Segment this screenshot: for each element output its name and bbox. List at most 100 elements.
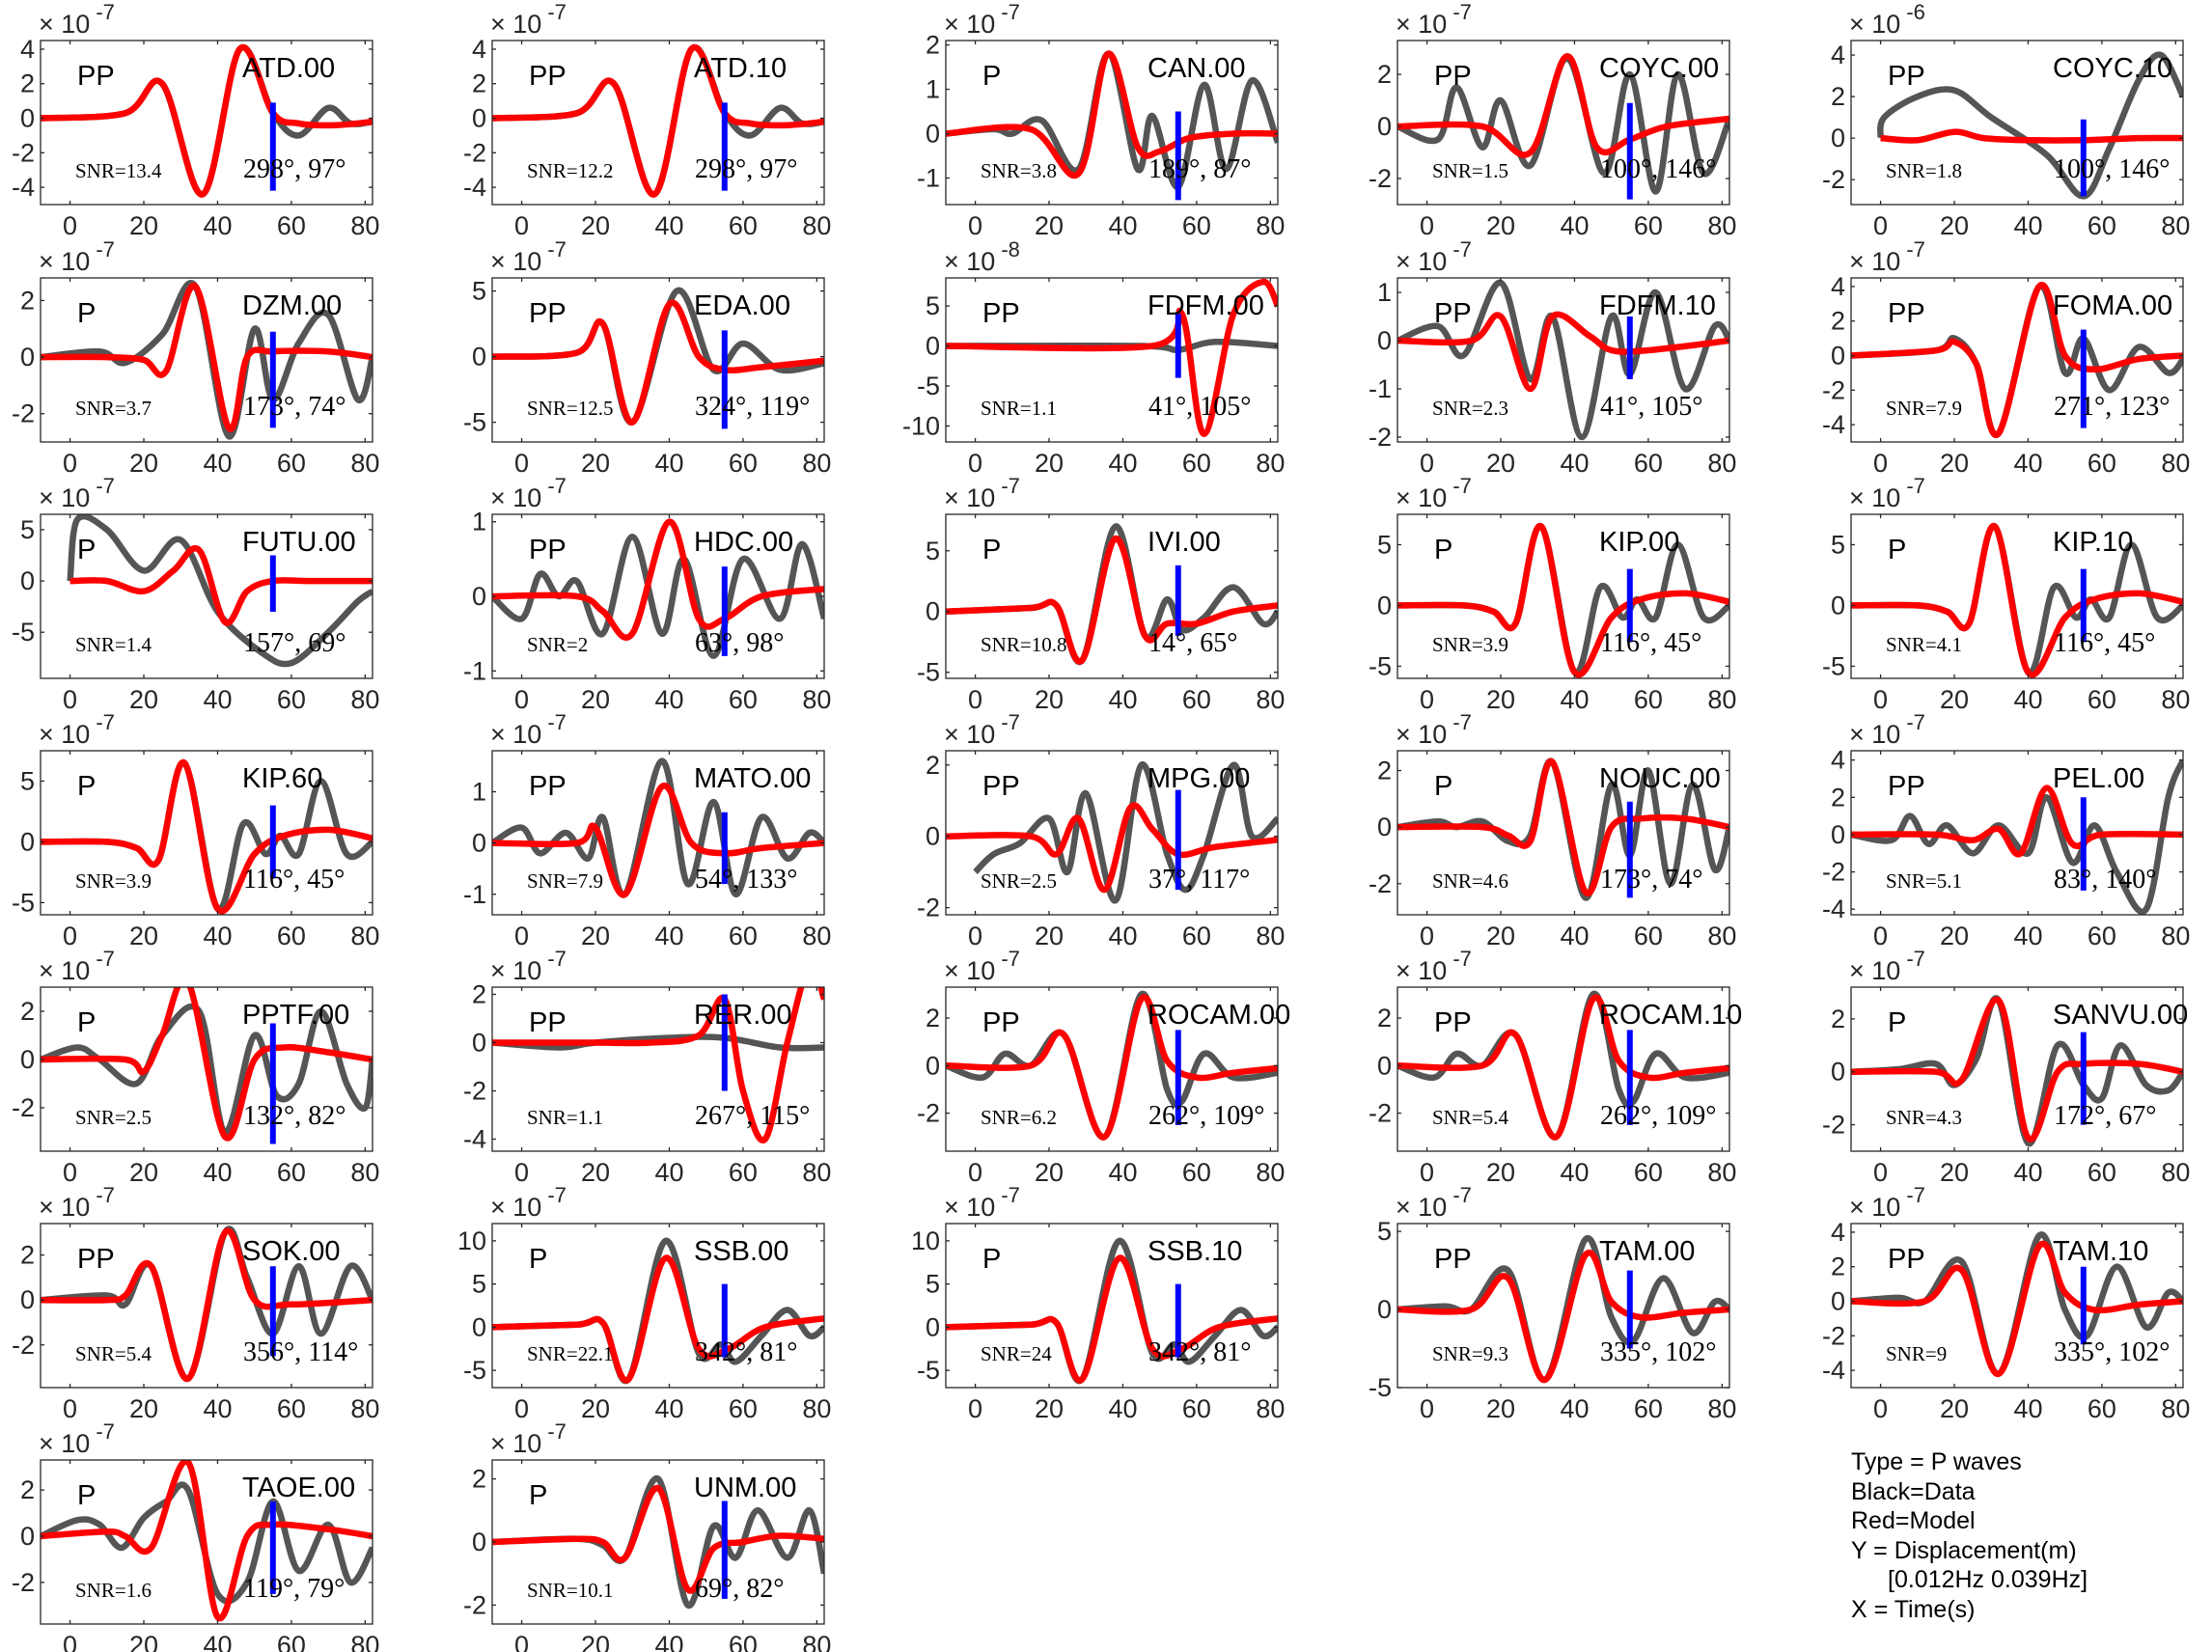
y-tick-label: 0 bbox=[472, 1029, 486, 1058]
x-tick-label: 20 bbox=[129, 1394, 158, 1423]
station-label: KIP.00 bbox=[1599, 527, 1679, 558]
angles-label: 116°, 45° bbox=[1600, 628, 1701, 658]
x-tick-label: 20 bbox=[1940, 1394, 1969, 1423]
exponent-label: × 10 -7 bbox=[490, 474, 567, 512]
y-tick-label: 2 bbox=[1831, 82, 1845, 111]
y-tick-label: -5 bbox=[12, 888, 35, 917]
x-tick-label: 80 bbox=[1707, 211, 1736, 240]
x-tick-label: 40 bbox=[654, 922, 683, 950]
y-tick-label: -4 bbox=[463, 173, 486, 202]
x-tick-label: 80 bbox=[1707, 1158, 1736, 1187]
y-tick-label: 2 bbox=[1831, 783, 1845, 812]
exponent-label: × 10 -7 bbox=[39, 947, 115, 985]
y-tick-label: -5 bbox=[463, 1356, 486, 1385]
y-tick-label: -5 bbox=[1369, 651, 1392, 680]
phase-label: P bbox=[1434, 535, 1452, 565]
x-tick-label: 80 bbox=[802, 922, 831, 950]
y-tick-label: 5 bbox=[1377, 1217, 1392, 1246]
axes-box bbox=[40, 1459, 373, 1625]
snr-label: SNR=2.5 bbox=[75, 1106, 152, 1129]
model-trace bbox=[69, 545, 373, 626]
phase-label: PP bbox=[1434, 298, 1472, 329]
x-tick-label: 80 bbox=[1707, 449, 1736, 478]
x-tick-label: 0 bbox=[514, 1394, 529, 1423]
angles-label: 63°, 98° bbox=[695, 628, 784, 658]
axes-box bbox=[1850, 986, 2184, 1152]
x-tick-label: 40 bbox=[654, 211, 683, 240]
panel-sanvu-00: 0 20 40 60 80 -2 0 2× 10 -7 P SANVU.00 SNR=4.3 172°,… bbox=[1822, 947, 2190, 1187]
snr-label: SNR=9.3 bbox=[1432, 1342, 1508, 1365]
x-tick-label: 80 bbox=[802, 211, 831, 240]
y-tick-label: -2 bbox=[12, 1568, 35, 1597]
phase-label: PP bbox=[1888, 61, 1925, 92]
axes-box bbox=[945, 277, 1279, 443]
x-tick-label: 80 bbox=[1256, 1158, 1285, 1187]
x-tick-label: 0 bbox=[63, 685, 77, 714]
exponent-label: × 10 -7 bbox=[490, 1183, 567, 1222]
station-label: DZM.00 bbox=[242, 290, 342, 321]
y-tick-label: -2 bbox=[1369, 1099, 1392, 1128]
panel-tam-00: 0 20 40 60 80 -5 0 5× 10 -7 PP TAM.00 SNR=9.3 335°, … bbox=[1369, 1183, 1736, 1423]
x-tick-label: 0 bbox=[968, 211, 982, 240]
y-tick-label: 0 bbox=[472, 343, 486, 372]
x-tick-label: 0 bbox=[63, 922, 77, 950]
phase-label: PP bbox=[1888, 1244, 1925, 1275]
x-tick-label: 20 bbox=[581, 211, 610, 240]
x-tick-label: 80 bbox=[2161, 685, 2190, 714]
exponent-power: -6 bbox=[1906, 0, 1925, 24]
exponent-power: -7 bbox=[1452, 474, 1472, 498]
y-tick-label: -4 bbox=[12, 173, 35, 202]
phase-label: PP bbox=[1434, 1007, 1472, 1038]
x-tick-label: 20 bbox=[1940, 685, 1969, 714]
x-tick-label: 60 bbox=[1634, 685, 1663, 714]
y-tick-label: 0 bbox=[472, 1528, 486, 1556]
y-tick-label: 0 bbox=[472, 829, 486, 858]
phase-label: PP bbox=[982, 298, 1020, 329]
snr-label: SNR=9 bbox=[1886, 1342, 1947, 1365]
angles-label: 335°, 102° bbox=[2054, 1337, 2170, 1367]
x-tick-label: 40 bbox=[1560, 211, 1589, 240]
station-label: SSB.00 bbox=[694, 1236, 788, 1267]
exponent-power: -7 bbox=[1452, 710, 1472, 734]
panel-kip-60: 0 20 40 60 80 -5 0 5× 10 -7 P KIP.60 SNR=3.9 116°, 4… bbox=[12, 710, 379, 950]
exponent-label: × 10 -7 bbox=[39, 710, 115, 749]
data-trace bbox=[492, 757, 824, 898]
model-trace bbox=[1851, 1240, 2183, 1377]
exponent-power: -7 bbox=[96, 1419, 115, 1444]
angles-label: 157°, 69° bbox=[243, 628, 346, 658]
angles-label: 100°, 146° bbox=[2054, 154, 2170, 184]
y-tick-label: 10 bbox=[457, 1226, 486, 1255]
y-tick-label: 4 bbox=[20, 35, 35, 64]
x-tick-label: 80 bbox=[1707, 1394, 1736, 1423]
data-trace bbox=[41, 1003, 373, 1136]
x-tick-label: 60 bbox=[729, 685, 758, 714]
phase-label: PP bbox=[1888, 771, 1925, 802]
x-tick-label: 20 bbox=[129, 1631, 158, 1652]
station-label: ATD.10 bbox=[694, 53, 787, 84]
legend-data: Black=Data bbox=[1851, 1477, 1976, 1505]
y-tick-label: 2 bbox=[1831, 307, 1845, 336]
station-label: CAN.00 bbox=[1147, 53, 1246, 84]
phase-label: PP bbox=[1434, 1244, 1472, 1275]
x-tick-label: 80 bbox=[2161, 922, 2190, 950]
exponent-power: -7 bbox=[547, 710, 567, 734]
exponent-base: × 10 bbox=[490, 247, 541, 276]
x-tick-label: 20 bbox=[1035, 1394, 1064, 1423]
y-tick-label: -5 bbox=[12, 618, 35, 647]
exponent-power: -7 bbox=[96, 237, 115, 262]
exponent-base: × 10 bbox=[1396, 956, 1447, 985]
x-tick-label: 60 bbox=[2088, 1158, 2116, 1187]
x-tick-label: 0 bbox=[1873, 1158, 1888, 1187]
exponent-power: -7 bbox=[96, 0, 115, 24]
x-tick-label: 40 bbox=[203, 922, 232, 950]
x-tick-label: 20 bbox=[129, 211, 158, 240]
model-trace bbox=[41, 1460, 373, 1622]
y-tick-label: -2 bbox=[1822, 1111, 1845, 1140]
exponent-base: × 10 bbox=[944, 720, 995, 749]
y-tick-label: -1 bbox=[463, 656, 486, 685]
exponent-label: × 10 -7 bbox=[944, 710, 1020, 749]
x-tick-label: 80 bbox=[350, 922, 379, 950]
data-trace bbox=[1397, 279, 1729, 441]
x-tick-label: 60 bbox=[277, 1158, 306, 1187]
y-tick-label: -5 bbox=[917, 372, 940, 400]
